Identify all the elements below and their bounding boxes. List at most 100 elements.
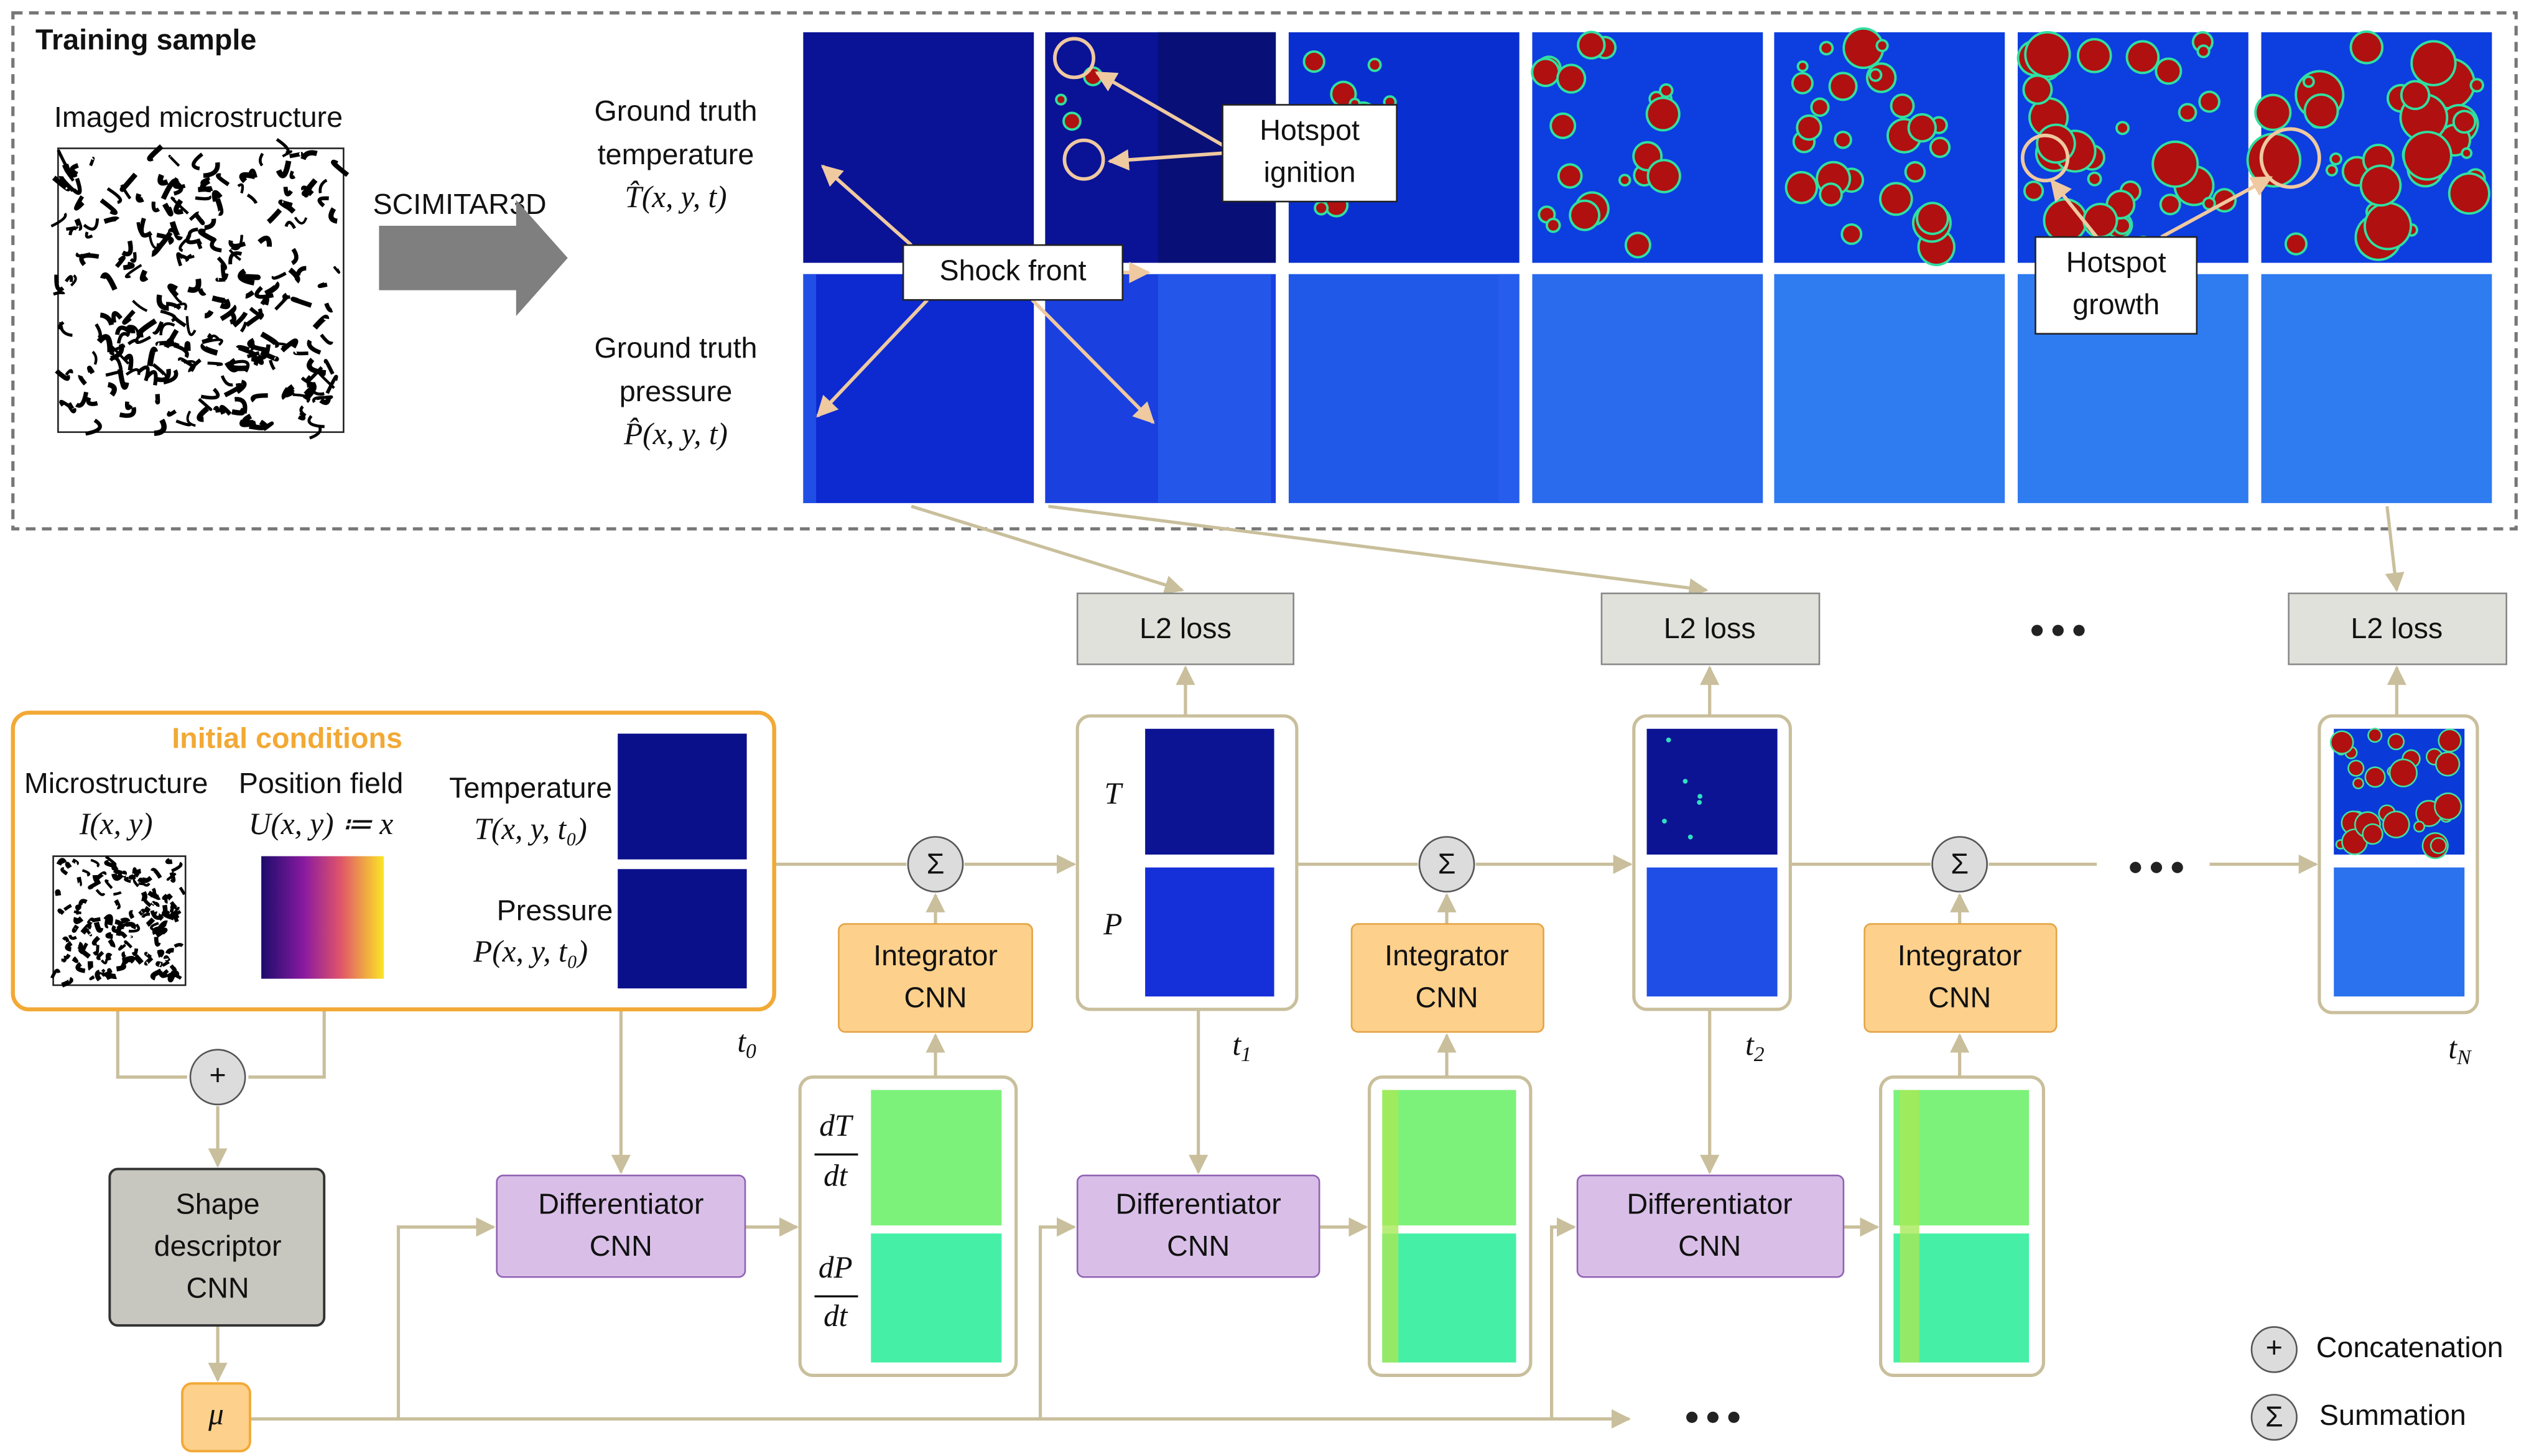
ic-label: U(x, y) ≔ x — [249, 807, 394, 841]
hotspot — [1843, 225, 1860, 243]
grain-boundary — [200, 343, 218, 356]
grain-boundary — [288, 267, 300, 284]
grain-boundary — [290, 297, 312, 308]
ic-label: Position field — [239, 767, 404, 799]
grain-boundary — [301, 178, 318, 197]
grain-boundary — [290, 248, 299, 266]
legend-label: Summation — [2319, 1399, 2466, 1431]
grain-boundary — [129, 910, 135, 919]
ic-label: Pressure — [497, 894, 613, 927]
svg-text:Differentiator: Differentiator — [538, 1187, 703, 1220]
grain-boundary — [282, 292, 290, 299]
legend-marker — [2250, 1394, 2298, 1441]
shock-front: Shock front — [939, 254, 1086, 286]
grain-boundary — [144, 952, 152, 959]
hotspot-ignition: Hotspot — [1260, 114, 1360, 146]
pressure-panel — [1774, 274, 2005, 503]
hotspot — [2363, 825, 2382, 843]
grain-boundary — [174, 943, 184, 948]
grain-boundary — [102, 971, 109, 977]
hotspot — [2369, 729, 2381, 741]
time-label: t2 — [1745, 1027, 1765, 1065]
grain-boundary — [328, 207, 338, 224]
pressure-panel — [1532, 274, 1763, 503]
grain-boundary — [108, 939, 116, 948]
grain-boundary — [284, 221, 296, 230]
hotspot — [1845, 29, 1882, 67]
grain-boundary — [100, 272, 118, 291]
grain-boundary — [231, 407, 246, 416]
grain-boundary — [105, 932, 113, 939]
shock-front-band — [1158, 274, 1271, 503]
shape-descriptor — [108, 1167, 326, 1327]
grain-boundary — [72, 924, 80, 933]
grain-boundary — [61, 958, 67, 963]
grain-boundary — [136, 318, 157, 338]
hotspot — [1370, 60, 1380, 70]
mu-box — [181, 1382, 251, 1453]
hotspot — [1666, 737, 1671, 743]
grain-boundary — [185, 316, 197, 336]
hotspot — [2180, 105, 2195, 120]
sum-node: Σ Σ Σ — [907, 836, 1988, 893]
hotspot — [1793, 74, 1812, 92]
grain-boundary — [157, 174, 169, 186]
hotspot — [1878, 41, 1886, 50]
ic-label: Temperature — [449, 772, 612, 804]
legend-label: Concatenation — [2316, 1331, 2503, 1363]
grain-boundary — [86, 365, 95, 374]
grain-boundary — [324, 302, 333, 313]
grain-boundary — [124, 401, 133, 410]
hotspot — [1649, 161, 1679, 191]
grain-boundary — [167, 409, 177, 417]
grain-boundary — [175, 419, 192, 427]
callout-box — [902, 244, 1124, 301]
hotspot — [1798, 116, 1820, 139]
grain-boundary — [166, 328, 179, 348]
hotspot — [1579, 33, 1603, 57]
grain-boundary — [152, 321, 164, 335]
grain-boundary — [63, 904, 72, 911]
grain-boundary — [169, 221, 183, 241]
grain-boundary — [273, 341, 288, 349]
grain-boundary — [85, 419, 102, 436]
grain-boundary — [271, 271, 287, 280]
grain-boundary — [264, 281, 280, 297]
hotspot — [2089, 174, 2100, 184]
grain-boundary — [154, 937, 161, 947]
hotspot — [1697, 800, 1702, 805]
grain-boundary — [249, 307, 263, 317]
pressure-panel — [2261, 274, 2492, 503]
grain-boundary — [200, 179, 211, 193]
grain-boundary — [129, 252, 137, 263]
grain-boundary — [53, 290, 65, 296]
grain-boundary — [200, 387, 220, 400]
grain-boundary — [300, 376, 317, 386]
training-title: Training sample — [35, 24, 256, 56]
grain-boundary — [215, 198, 224, 216]
grain-boundary — [220, 375, 233, 387]
grain-boundary — [68, 934, 77, 940]
grain-boundary — [179, 238, 188, 253]
grain-boundary — [145, 370, 158, 386]
derivative-label: dt — [824, 1158, 848, 1192]
grain-boundary — [95, 970, 102, 981]
grain-boundary — [122, 309, 136, 325]
grain-boundary — [61, 976, 73, 988]
hotspot — [1821, 185, 1840, 205]
hotspot — [2199, 47, 2208, 56]
hotspot — [2304, 78, 2313, 86]
grain-boundary — [289, 152, 304, 159]
grain-boundary — [220, 264, 229, 281]
ic-label: I(x, y) — [79, 807, 153, 841]
gt-temp: Ground truth — [595, 95, 758, 127]
grain-boundary — [114, 919, 123, 930]
hotspot — [2331, 154, 2341, 164]
grain-boundary — [232, 312, 248, 328]
gt-pres: pressure — [619, 375, 733, 407]
svg-text:Differentiator: Differentiator — [1116, 1187, 1281, 1220]
svg-text:CNN: CNN — [904, 981, 967, 1014]
grain-boundary — [281, 384, 295, 400]
grain-boundary — [186, 410, 196, 427]
grain-boundary — [100, 959, 108, 965]
